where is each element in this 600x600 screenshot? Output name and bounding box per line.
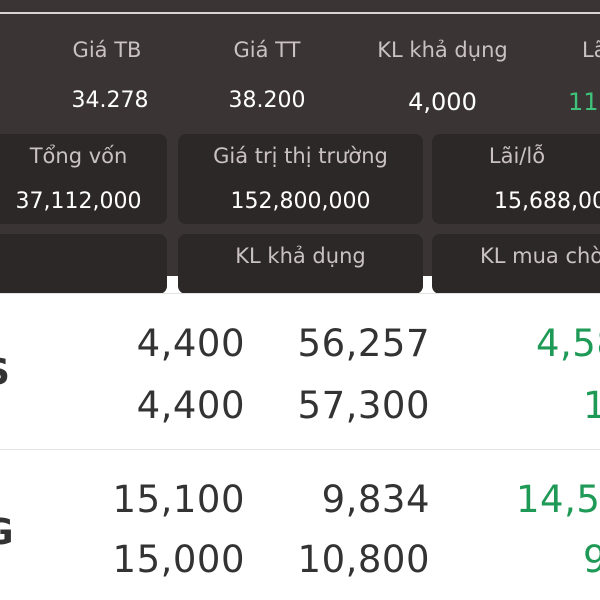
price-cell: 4,400	[136, 384, 245, 427]
column-header-pending-buy-qty: KL mua chờ	[480, 244, 600, 268]
list-top-divider	[0, 293, 600, 294]
top-divider	[0, 12, 600, 14]
available-qty-value: 4,000	[408, 88, 477, 116]
market-value-value: 152,800,000	[230, 189, 371, 214]
change-cell: 4,58	[536, 322, 600, 365]
profit-loss-label: Lãi/lỗ	[488, 144, 546, 168]
change-cell: 9	[583, 538, 600, 581]
avg-price-label: Giá TB	[72, 38, 142, 62]
market-price-label: Giá TT	[233, 38, 301, 62]
volume-cell: 56,257	[297, 322, 430, 365]
profit-loss-value: 15,688,00	[494, 189, 600, 214]
market-value-card: Giá trị thị trường 152,800,000	[178, 134, 423, 224]
change-cell: 1	[583, 384, 600, 427]
available-qty-label: KL khả dụng	[377, 38, 508, 62]
profit-loss-card: Lãi/lỗ 15,688,00	[432, 134, 600, 224]
total-capital-label: Tổng vốn	[29, 144, 128, 168]
price-cell: 15,000	[112, 538, 245, 581]
market-value-label: Giá trị thị trường	[213, 144, 388, 168]
volume-cell: 57,300	[297, 384, 430, 427]
pnl-value-partial: 11	[568, 88, 599, 116]
change-cell: 14,59	[516, 478, 600, 521]
row-divider	[0, 449, 600, 450]
price-cell: 4,400	[136, 322, 245, 365]
volume-cell: 9,834	[321, 478, 430, 521]
partial-card-left	[0, 234, 167, 294]
avg-price-value: 34.278	[71, 88, 149, 113]
portfolio-summary-panel: Giá TB 34.278 Giá TT 38.200 KL khả dụng …	[0, 0, 600, 294]
pending-buy-header-card: KL mua chờ	[432, 234, 600, 294]
volume-cell: 10,800	[297, 538, 430, 581]
market-price-value: 38.200	[228, 88, 306, 113]
price-cell: 15,100	[112, 478, 245, 521]
total-capital-value: 37,112,000	[15, 189, 142, 214]
symbol-fragment: S	[0, 352, 10, 393]
total-capital-card: Tổng vốn 37,112,000	[0, 134, 167, 224]
symbol-fragment: G	[0, 512, 14, 553]
available-qty-header-card: KL khả dụng	[178, 234, 423, 294]
pnl-label-partial: Lã	[582, 38, 600, 62]
column-header-available-qty: KL khả dụng	[235, 244, 366, 268]
